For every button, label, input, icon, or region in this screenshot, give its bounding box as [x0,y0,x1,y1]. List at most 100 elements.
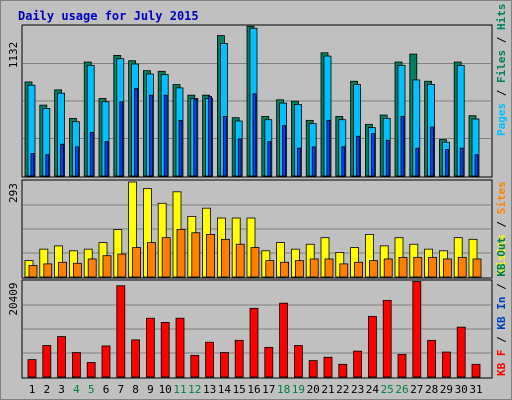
bar-sites-day-7 [117,253,127,278]
bar-kb-f-day-2 [42,345,52,378]
bar-kb-f-day-31 [471,363,481,378]
bar-kb-f-day-6 [101,345,111,378]
bar-pages-day-28 [430,126,435,177]
bar-pages-day-31 [474,154,479,177]
bar-sites-day-17 [265,260,275,278]
bar-pages-day-29 [444,149,449,177]
bar-kb-f-day-20 [308,360,318,378]
legend-sites: Sites [495,181,508,214]
bar-kb-f-day-1 [27,359,37,378]
day-label-7: 7 [117,383,124,396]
bar-sites-day-8 [132,247,142,278]
bar-kb-f-day-19 [293,345,303,378]
bar-kb-f-day-3 [57,336,66,378]
bar-kb-f-day-24 [367,315,377,378]
top-panel [21,24,493,178]
bar-pages-day-21 [326,119,331,177]
bar-sites-day-4 [73,262,82,278]
day-label-17: 17 [262,383,275,396]
bar-sites-day-21 [324,258,334,278]
bar-kb-f-day-17 [264,346,274,378]
bottom-legend: KB F / KB In / KB Out [495,237,508,376]
bar-sites-day-14 [220,238,230,278]
bar-pages-day-6 [104,141,109,177]
legend-separator: / [495,330,508,350]
bar-kb-f-day-22 [338,363,348,378]
bar-kb-f-day-4 [72,352,81,378]
bar-sites-day-19 [294,260,304,278]
bar-pages-day-24 [370,133,375,177]
bar-kb-f-day-15 [234,339,244,378]
bar-sites-day-20 [309,258,319,278]
legend-hits: Hits [495,4,508,31]
day-label-8: 8 [132,383,139,396]
top-legend-text: Pages / Files / Hits [495,4,508,137]
bar-pages-day-20 [311,146,316,177]
day-label-13: 13 [203,383,216,396]
bar-pages-day-27 [415,147,420,177]
bar-sites-day-9 [146,242,156,278]
middle-panel [21,179,493,279]
day-label-26: 26 [395,383,408,396]
bar-kb-f-day-13 [205,341,215,378]
bar-kb-f-day-7 [116,285,126,378]
bar-pages-day-4 [75,146,79,177]
bar-kb-f-day-9 [145,317,155,378]
bar-sites-day-1 [28,265,38,278]
day-label-23: 23 [351,383,364,396]
day-axis: 1 2 3 4 5 6 7 8 9 10 11 12 13 14 15 16 17 18 19 20 21 22 23 24 2… [29,383,483,396]
bar-sites-day-16 [250,247,260,278]
day-label-22: 22 [336,383,349,396]
legend-separator: / [495,277,508,297]
bar-pages-day-11 [178,119,183,177]
bar-kb-f-day-25 [382,299,392,378]
bar-pages-day-18 [282,125,287,177]
day-label-24: 24 [366,383,380,396]
bar-kb-f-day-26 [397,354,407,378]
legend-kb-out: KB Out [495,237,508,277]
bar-kb-f-day-30 [456,326,466,378]
bar-kb-f-day-21 [323,356,333,378]
bar-sites-day-25 [383,258,393,278]
day-label-1: 1 [29,383,36,396]
bar-sites-day-29 [442,258,452,278]
bar-sites-day-5 [87,258,97,278]
bar-pages-day-9 [148,94,153,177]
bar-pages-day-25 [385,139,390,177]
bar-kb-f-day-27 [412,281,422,378]
day-label-4: 4 [73,383,80,396]
bar-sites-day-23 [354,261,364,278]
bar-pages-day-19 [296,147,301,177]
bar-kb-f-day-12 [190,354,200,378]
top-legend: Pages / Files / Hits [495,4,508,137]
day-label-29: 29 [440,383,453,396]
bar-sites-day-30 [457,256,467,278]
day-label-9: 9 [147,383,154,396]
bar-pages-day-8 [134,88,139,177]
day-label-21: 21 [321,383,334,396]
bottom-panel [21,279,493,379]
day-label-31: 31 [469,383,482,396]
day-label-28: 28 [425,383,438,396]
day-label-14: 14 [218,383,232,396]
middle-ymax-label: 293 [7,183,20,203]
day-label-30: 30 [455,383,468,396]
day-label-25: 25 [381,383,394,396]
day-label-3: 3 [58,383,65,396]
bar-pages-day-15 [237,138,242,177]
bar-kb-f-day-29 [441,351,451,378]
bar-sites-day-27 [413,256,423,278]
chart-title: Daily usage for July 2015 [18,9,199,23]
legend-separator: / [495,30,508,50]
legend-kb-f: KB F [495,350,508,377]
bar-pages-day-5 [89,131,94,177]
legend-separator: / [495,214,508,234]
day-label-15: 15 [233,383,246,396]
top-ymax-label: 1132 [7,42,20,69]
bottom-ymax-label: 20409 [7,282,20,315]
bar-kb-f-day-11 [175,317,185,378]
day-label-12: 12 [188,383,201,396]
bar-sites-day-10 [161,237,171,278]
bar-pages-day-26 [400,115,405,177]
bar-pages-day-7 [119,101,124,177]
